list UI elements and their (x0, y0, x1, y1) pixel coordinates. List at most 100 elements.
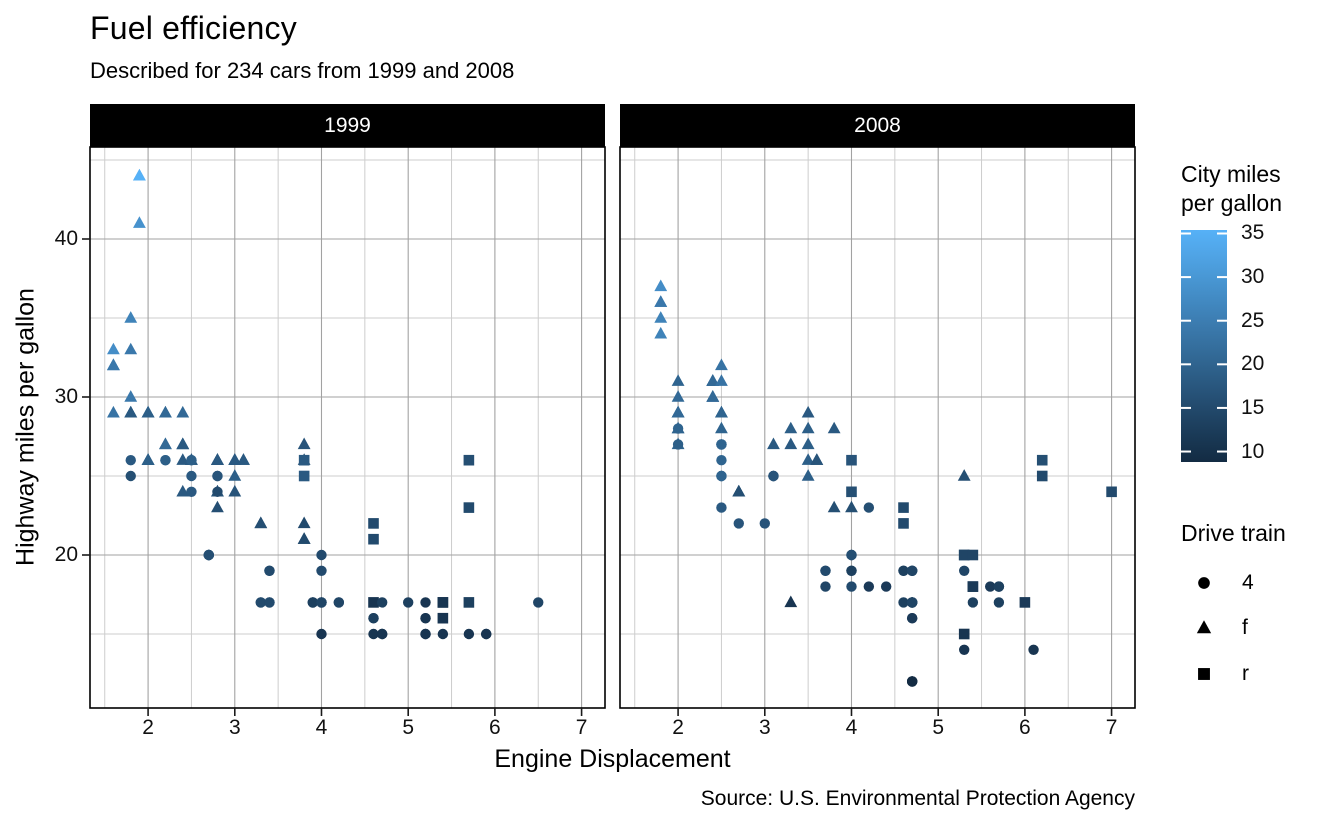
data-point (716, 502, 727, 513)
x-tick-label: 2 (142, 716, 154, 739)
x-tick-label: 3 (228, 716, 241, 739)
colorbar-tick-label: 10 (1241, 439, 1265, 463)
data-point (107, 405, 120, 418)
data-point (437, 628, 449, 640)
data-point (801, 453, 815, 465)
data-point (967, 549, 979, 561)
data-point (237, 453, 250, 465)
data-point (957, 469, 971, 481)
data-point (846, 486, 857, 498)
data-point (298, 454, 310, 466)
data-point (672, 423, 684, 434)
facet-panel-1999 (89, 146, 606, 716)
data-point (801, 405, 815, 418)
colorbar-tick-label: 25 (1241, 308, 1265, 332)
data-point (715, 358, 728, 371)
shape-legend-label-f: f (1242, 616, 1248, 639)
data-point (124, 405, 138, 418)
data-point (124, 342, 138, 355)
x-tick-label: 4 (845, 716, 858, 739)
data-point (671, 374, 685, 386)
data-point (716, 455, 727, 466)
data-point (863, 581, 875, 592)
data-point (671, 405, 685, 418)
data-point (820, 581, 831, 592)
data-point (1036, 454, 1048, 466)
facet-strip-2008: 2008 (620, 104, 1135, 147)
data-point (437, 597, 449, 608)
data-point (316, 597, 327, 608)
data-point (141, 405, 155, 418)
data-point (706, 374, 720, 386)
data-point (368, 518, 379, 529)
data-point (1019, 597, 1031, 608)
data-point (801, 437, 815, 450)
data-point (420, 597, 431, 608)
colorbar-tick-label: 30 (1241, 265, 1265, 289)
data-point (368, 613, 379, 624)
data-point (784, 437, 798, 450)
colorbar-tick-label: 35 (1241, 221, 1265, 245)
data-point (654, 279, 668, 292)
x-tick-label: 6 (489, 716, 501, 739)
x-tick-label: 7 (575, 716, 588, 739)
data-point (368, 533, 379, 545)
data-point (160, 455, 171, 466)
data-point (176, 405, 190, 418)
data-point (533, 597, 544, 608)
data-point (186, 486, 197, 497)
data-point (846, 581, 857, 592)
data-point (264, 597, 275, 608)
data-point (228, 453, 242, 465)
data-point (846, 549, 857, 561)
data-point (672, 439, 684, 450)
data-point (967, 597, 979, 608)
data-point (767, 437, 780, 450)
data-point (368, 628, 379, 640)
data-point (203, 549, 214, 561)
data-point (958, 628, 970, 640)
data-point (159, 405, 172, 418)
data-point (768, 470, 779, 482)
data-point (254, 516, 268, 529)
data-point (906, 676, 918, 687)
data-point (176, 437, 190, 450)
data-point (186, 470, 197, 482)
drive-r-key-icon (1198, 668, 1210, 680)
data-point (212, 486, 223, 497)
data-point (463, 454, 475, 466)
data-point (827, 500, 841, 513)
data-point (463, 502, 475, 513)
data-point (316, 549, 327, 561)
data-point (715, 374, 728, 386)
data-point (810, 453, 824, 465)
data-point (1036, 470, 1048, 482)
shape-legend-label-4: 4 (1242, 571, 1254, 594)
data-point (307, 597, 319, 608)
data-point (654, 295, 668, 307)
data-point (801, 469, 815, 481)
x-tick-label: 7 (1105, 716, 1118, 739)
data-point (316, 628, 327, 640)
data-point (898, 597, 909, 608)
data-point (784, 421, 798, 434)
data-point (759, 518, 770, 529)
facet-panel-2008 (619, 146, 1136, 716)
shape-legend-title: Drive train (1181, 520, 1286, 546)
source-caption: Source: U.S. Environmental Protection Ag… (700, 787, 1135, 810)
data-point (463, 597, 475, 608)
data-point (125, 455, 136, 466)
data-point (654, 311, 668, 323)
data-point (863, 502, 875, 513)
colorbar (1181, 230, 1227, 462)
x-tick-label: 5 (402, 716, 415, 739)
x-tick-label: 2 (672, 716, 684, 739)
data-point (463, 628, 475, 640)
x-tick-label: 6 (1019, 716, 1031, 739)
data-point (846, 565, 857, 576)
data-point (297, 532, 311, 544)
data-point (368, 597, 379, 608)
y-tick-label: 30 (54, 385, 78, 408)
data-point (846, 454, 857, 466)
